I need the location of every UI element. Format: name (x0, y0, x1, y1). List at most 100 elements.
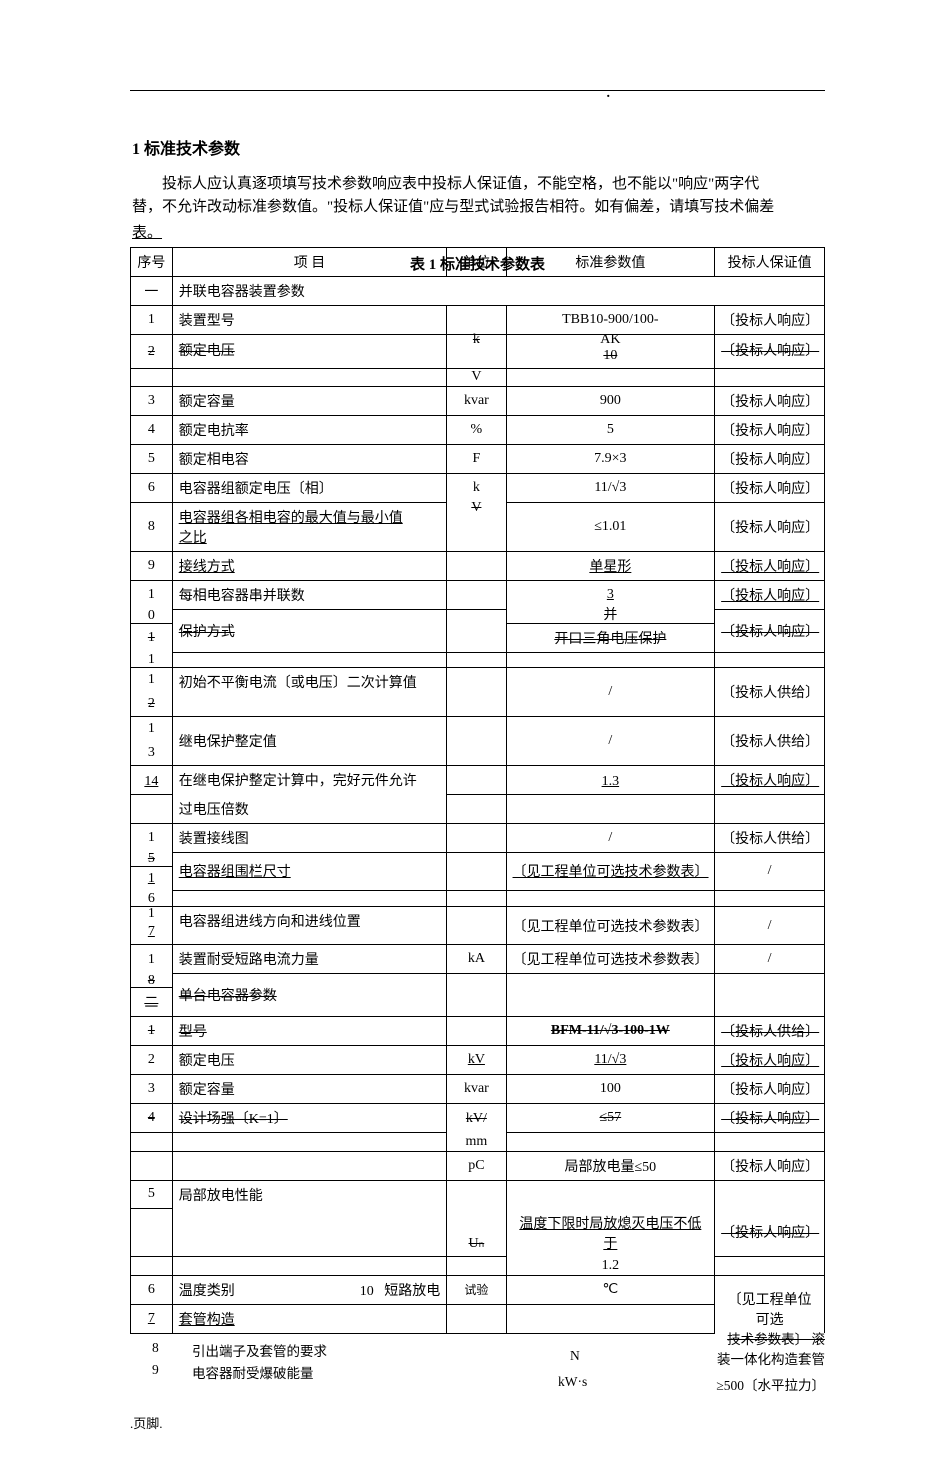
cell (447, 766, 506, 795)
cell: ≤1.01 (506, 502, 715, 551)
cell: 8 (131, 974, 173, 988)
cell: 1 (131, 717, 173, 742)
cell: 装置型号 (172, 305, 447, 334)
cell (447, 891, 506, 907)
section-title: 1 标准技术参数 (132, 135, 825, 159)
cell: 6 (131, 891, 173, 907)
side-note: ≥500〔水平拉力〕 (716, 1374, 825, 1394)
cell: F (447, 444, 506, 473)
cell: 〔投标人响应〕 (715, 766, 825, 795)
cell: 〔投标人响应〕 (715, 1209, 825, 1257)
table-row: 1 电容器组进线方向和进线位置 〔见工程单位可选技术参数表〕 / (131, 906, 825, 920)
table-row: 8 电容器组各相电容的最大值与最小值 之比 V ≤1.01 〔投标人响应〕 (131, 502, 825, 551)
cell: 1 (131, 866, 173, 891)
cell: k (447, 473, 506, 502)
cell (715, 1180, 825, 1209)
cell: mm (447, 1133, 506, 1151)
cell: ℃ (506, 1275, 715, 1304)
cell: 4 (131, 1104, 173, 1133)
extra-seq: 9 (152, 1362, 159, 1378)
table-row: 5 电容器组围栏尺寸 〔见工程单位可选技术参数表〕 / (131, 852, 825, 866)
cell (447, 906, 506, 945)
cell: 装置耐受短路电流力量 (172, 945, 447, 974)
cell: 电容器组围栏尺寸 (172, 852, 447, 891)
cell: AK (506, 334, 715, 344)
cell (506, 1180, 715, 1209)
cell (715, 369, 825, 386)
spec-table: 序号 项 目 单位 标准参数值 投标人保证值 一 并联电容器装置参数 1 装置型… (130, 247, 825, 1334)
cell: pC (447, 1151, 506, 1180)
cell (131, 369, 173, 386)
cell (715, 795, 825, 824)
cell: 9 (131, 551, 173, 580)
cell (447, 1257, 506, 1275)
cell (172, 369, 447, 386)
table-row: 8 单台电容器参数 (131, 974, 825, 988)
cell: 1 (131, 906, 173, 920)
cell (506, 974, 715, 1017)
cell: 〔投标人响应〕 (715, 415, 825, 444)
table-row: 4 额定电抗率 % 5 〔投标人响应〕 (131, 415, 825, 444)
cell: 1.3 (506, 766, 715, 795)
side-note: 装一体化构造套管 (717, 1348, 825, 1368)
cell: 5 (131, 852, 173, 866)
cell (172, 1151, 447, 1180)
cell: 7.9×3 (506, 444, 715, 473)
cell: 〔见工程单位可选 (715, 1275, 825, 1333)
cell: 〔见工程单位可选技术参数表〕 (506, 906, 715, 945)
cell: Uₙ (447, 1209, 506, 1257)
table-header-row: 序号 项 目 单位 标准参数值 投标人保证值 (131, 247, 825, 276)
cell: V (447, 369, 506, 386)
cell (131, 1151, 173, 1180)
cell: 并 (506, 609, 715, 623)
table-row: 5 额定相电容 F 7.9×3 〔投标人响应〕 (131, 444, 825, 473)
cell: 1 (131, 305, 173, 334)
cell (172, 1209, 447, 1257)
cell: 温度下限时局放熄灭电压不低于 (506, 1209, 715, 1257)
table-row: mm (131, 1133, 825, 1151)
cell (506, 1133, 715, 1151)
cell: 1 (131, 945, 173, 974)
cell (715, 974, 825, 1017)
extra-item: 电容器耐受爆破能量 (192, 1362, 314, 1382)
cell (172, 891, 447, 907)
cell (447, 580, 506, 609)
intro-line-3: 表。 (132, 222, 162, 245)
cell: 〔投标人响应〕 (715, 334, 825, 368)
cell: 2 (131, 334, 173, 368)
header-unit: 单位 (447, 247, 506, 276)
cell (715, 1257, 825, 1275)
table-row: 3 额定容量 kvar 900 〔投标人响应〕 (131, 386, 825, 415)
cell: 单台电容器参数 (172, 974, 447, 1017)
cell: 〔见工程单位可选技术参数表〕 (506, 945, 715, 974)
table-row: 1 每相电容器串并联数 3 〔投标人响应〕 (131, 580, 825, 609)
top-dot: . (607, 86, 611, 102)
table-row: 1.2 (131, 1257, 825, 1275)
cell: 11/√3 (506, 473, 715, 502)
table-row: 9 接线方式 单星形 〔投标人响应〕 (131, 551, 825, 580)
cell (447, 1304, 506, 1333)
table-row: 3 额定容量 kvar 100 〔投标人响应〕 (131, 1075, 825, 1104)
cell (447, 668, 506, 717)
cell: 2 (131, 692, 173, 717)
cell: 保护方式 (172, 609, 447, 652)
cell: 〔投标人响应〕 (715, 473, 825, 502)
cell: 7 (131, 1304, 173, 1333)
cell (172, 652, 447, 668)
table-row: 1 型号 BFM-11/√3-100-1W 〔投标人供给〕 (131, 1017, 825, 1046)
cell: 〔投标人响应〕 (715, 1104, 825, 1133)
cell: 装置接线图 (172, 823, 447, 852)
cell: 额定容量 (172, 386, 447, 415)
table-row: 6 温度类别 10 短路放电 试验 ℃ 〔见工程单位可选 (131, 1275, 825, 1304)
cell: kvar (447, 386, 506, 415)
top-rule (130, 90, 825, 91)
cell (506, 795, 715, 824)
cell: ≤57 (506, 1104, 715, 1133)
header-bid: 投标人保证值 (715, 247, 825, 276)
cell (447, 795, 506, 824)
cell (715, 652, 825, 668)
cell: 一 (131, 276, 173, 305)
table-row: 过电压倍数 (131, 795, 825, 824)
cell: 1.2 (506, 1257, 715, 1275)
cell: 套管构造 (172, 1304, 447, 1333)
